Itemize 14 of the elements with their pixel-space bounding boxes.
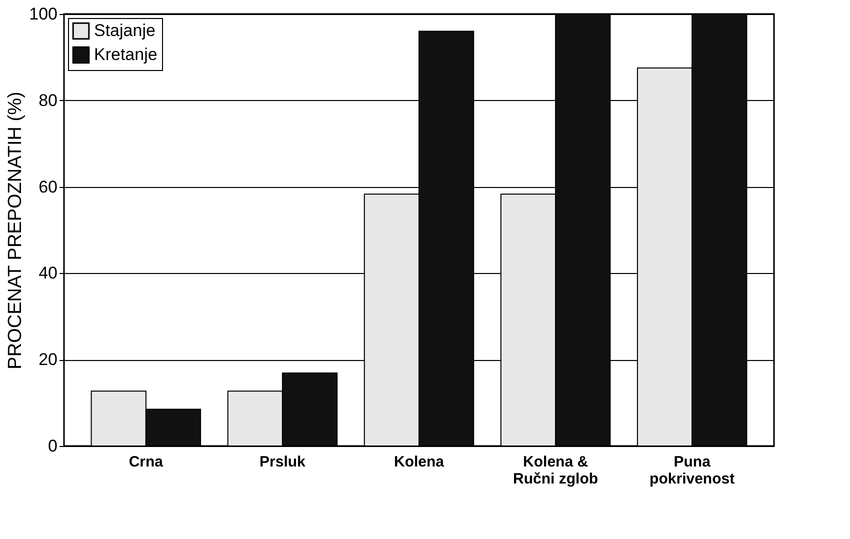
x-tick-label: Puna pokrivenost — [650, 454, 735, 488]
x-tick-label: Prsluk — [260, 454, 306, 470]
y-axis-title: PROCENAT PREPOZNATIH (%) — [5, 92, 26, 370]
x-tick-label: Kolena — [394, 454, 445, 470]
legend-label: Kretanje — [94, 45, 158, 64]
y-tick-label: 80 — [38, 90, 58, 110]
legend-label: Stajanje — [94, 21, 156, 40]
x-tick-label: Kolena & Ručni zglob — [513, 454, 598, 488]
x-tick-label: Crna — [128, 454, 164, 470]
y-tick-label: 60 — [38, 177, 58, 196]
y-tick-label: 0 — [48, 436, 58, 456]
y-tick-label: 100 — [29, 4, 58, 24]
y-tick-label: 20 — [38, 350, 58, 370]
y-tick-label: 40 — [38, 264, 58, 283]
